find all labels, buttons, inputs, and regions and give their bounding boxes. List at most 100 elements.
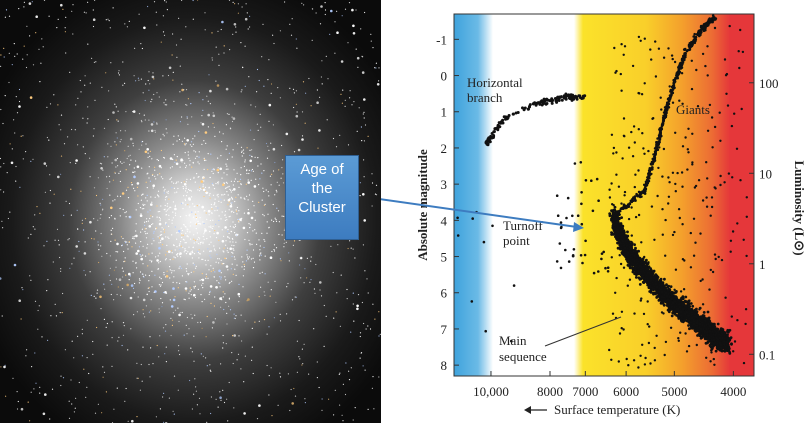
cluster-star <box>377 83 380 86</box>
cluster-star <box>30 96 33 99</box>
cluster-star <box>360 336 361 337</box>
cluster-star <box>88 373 89 374</box>
cluster-star <box>159 253 160 254</box>
cluster-star <box>263 170 264 171</box>
cluster-star <box>197 221 198 222</box>
cluster-star <box>260 287 261 288</box>
cluster-star <box>212 321 215 324</box>
cluster-star <box>188 154 189 155</box>
cluster-star <box>259 296 260 297</box>
cluster-star <box>289 260 290 261</box>
cluster-star <box>156 12 157 13</box>
cluster-star <box>339 374 340 375</box>
cluster-star <box>314 288 315 289</box>
cluster-star <box>199 92 200 93</box>
cluster-star <box>177 253 178 254</box>
cluster-star <box>260 245 261 246</box>
cluster-star <box>232 156 233 157</box>
cluster-star <box>204 232 205 233</box>
cluster-star <box>181 246 182 247</box>
cluster-star <box>122 61 123 62</box>
cluster-star <box>218 220 219 221</box>
cluster-star <box>192 247 193 248</box>
cluster-star <box>210 226 211 227</box>
cluster-star <box>52 389 53 390</box>
cluster-star <box>266 143 267 144</box>
cluster-star <box>320 23 321 24</box>
cluster-star <box>30 234 31 235</box>
star-point <box>684 296 687 299</box>
cluster-star <box>37 329 38 330</box>
cluster-star <box>179 249 180 250</box>
cluster-star <box>141 145 142 146</box>
cluster-star <box>233 226 234 227</box>
cluster-star <box>162 244 163 245</box>
cluster-star <box>203 186 204 187</box>
cluster-star <box>300 257 301 258</box>
cluster-star <box>134 167 135 168</box>
cluster-star <box>131 284 134 287</box>
cluster-star <box>234 259 235 260</box>
cluster-star <box>147 265 148 266</box>
cluster-star <box>172 166 173 167</box>
cluster-star <box>24 2 25 3</box>
cluster-star <box>163 15 164 16</box>
cluster-star <box>151 202 152 203</box>
cluster-star <box>160 231 161 232</box>
cluster-star <box>234 103 235 104</box>
star-point <box>703 311 706 314</box>
cluster-star <box>133 238 134 239</box>
cluster-star <box>205 278 206 279</box>
cluster-star <box>171 187 172 188</box>
cluster-star <box>160 298 161 299</box>
cluster-star <box>359 107 360 108</box>
star-point <box>677 315 680 318</box>
cluster-star <box>229 298 230 299</box>
cluster-star <box>226 169 227 170</box>
cluster-star <box>59 257 60 258</box>
cluster-star <box>163 292 164 293</box>
cluster-star <box>254 262 255 263</box>
cluster-star <box>25 355 26 356</box>
cluster-star <box>249 160 252 163</box>
cluster-star <box>140 254 141 255</box>
cluster-star <box>117 165 118 166</box>
star-point <box>639 283 642 286</box>
cluster-star <box>224 248 225 249</box>
cluster-star <box>150 151 151 152</box>
cluster-star <box>202 273 203 274</box>
cluster-star <box>145 228 146 229</box>
cluster-star <box>145 100 146 101</box>
cluster-star <box>216 254 217 255</box>
cluster-star <box>168 238 169 239</box>
cluster-star <box>33 226 34 227</box>
cluster-star <box>257 69 258 70</box>
cluster-star <box>31 366 32 367</box>
cluster-star <box>214 271 215 272</box>
cluster-star <box>62 9 63 10</box>
cluster-star <box>209 255 210 256</box>
cluster-star <box>201 115 202 116</box>
cluster-star <box>140 232 141 233</box>
cluster-star <box>84 85 85 86</box>
cluster-star <box>35 32 36 33</box>
cluster-star <box>147 233 148 234</box>
cluster-star <box>117 196 118 197</box>
cluster-star <box>349 379 350 380</box>
cluster-star <box>186 253 187 254</box>
cluster-star <box>342 415 343 416</box>
cluster-star <box>149 83 150 84</box>
cluster-star <box>261 255 262 256</box>
cluster-star <box>289 410 290 411</box>
cluster-star <box>175 213 176 214</box>
cluster-star <box>148 364 149 365</box>
cluster-star <box>35 15 38 18</box>
cluster-star <box>229 189 230 190</box>
cluster-star <box>12 64 13 65</box>
cluster-star <box>175 206 176 207</box>
cluster-star <box>90 271 91 272</box>
cluster-star <box>268 191 269 192</box>
cluster-star <box>193 234 194 235</box>
cluster-star <box>240 368 241 369</box>
cluster-star <box>21 318 22 319</box>
